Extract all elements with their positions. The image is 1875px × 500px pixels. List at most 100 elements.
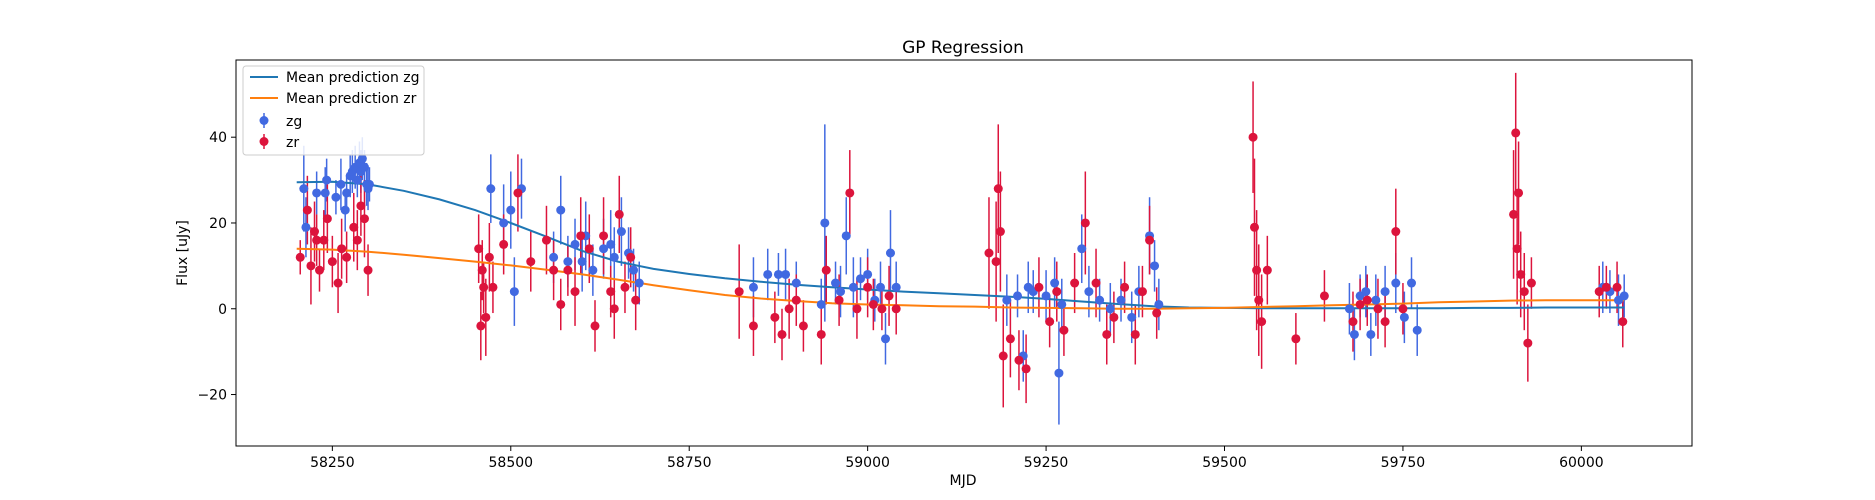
point-zr — [474, 244, 484, 254]
point-zr — [1130, 329, 1140, 339]
point-zg — [549, 252, 559, 262]
point-zr — [1514, 188, 1524, 198]
y-axis-ticks: −20 0 20 40 — [197, 130, 236, 404]
point-zg — [1407, 278, 1417, 288]
point-zr — [845, 188, 855, 198]
point-zg — [1013, 291, 1023, 301]
point-zr — [549, 265, 559, 275]
point-zr — [359, 214, 369, 224]
point-zr — [488, 282, 498, 292]
point-zr — [606, 287, 616, 297]
point-zg — [342, 188, 352, 198]
x-tick-label: 59000 — [845, 455, 890, 471]
point-zr — [481, 312, 491, 322]
point-zr — [1519, 287, 1529, 297]
x-tick-label: 59750 — [1381, 455, 1426, 471]
point-zr — [584, 244, 594, 254]
point-zg — [1344, 304, 1354, 314]
plot-frame — [235, 59, 1693, 447]
point-zr — [1618, 317, 1628, 327]
y-tick-label: 20 — [209, 216, 227, 232]
point-zg — [781, 269, 791, 279]
legend-marker-zr — [259, 137, 269, 146]
point-zr — [631, 295, 641, 305]
point-zg — [816, 299, 826, 309]
point-zr — [570, 287, 580, 297]
point-zr — [1252, 265, 1262, 275]
point-zr — [1523, 338, 1533, 348]
point-zg — [1371, 295, 1381, 305]
point-zr — [834, 295, 844, 305]
point-zr — [295, 252, 305, 262]
legend-label-line-zr: Mean prediction zr — [286, 91, 417, 107]
point-zg — [763, 269, 773, 279]
point-zr — [1052, 287, 1062, 297]
point-zr — [1152, 308, 1162, 318]
point-zg — [1361, 287, 1371, 297]
point-zr — [852, 304, 862, 314]
point-zr — [476, 321, 486, 331]
point-zg — [1127, 312, 1137, 322]
point-zg — [1150, 261, 1160, 271]
point-zr — [590, 321, 600, 331]
point-zr — [821, 265, 831, 275]
point-zg — [1366, 329, 1376, 339]
point-zr — [784, 304, 794, 314]
line-mean-prediction-zg — [296, 180, 1625, 310]
legend-label-points-zr: zr — [286, 135, 299, 151]
point-zg — [357, 154, 367, 164]
point-zg — [322, 175, 332, 185]
point-zr — [1248, 132, 1258, 142]
point-zr — [1249, 222, 1259, 232]
point-zr — [1262, 265, 1272, 275]
point-zg — [499, 218, 509, 228]
point-zg — [1619, 291, 1629, 301]
point-zg — [791, 278, 801, 288]
point-zg — [609, 252, 619, 262]
point-zr — [1391, 227, 1401, 237]
point-zr — [777, 329, 787, 339]
point-zr — [484, 252, 494, 262]
point-zr — [1594, 287, 1604, 297]
point-zg — [570, 239, 580, 249]
point-zg — [1054, 368, 1064, 378]
point-zg — [312, 188, 322, 198]
point-zr — [477, 265, 487, 275]
point-zr — [993, 184, 1003, 194]
point-zg — [486, 184, 496, 194]
point-zr — [1512, 244, 1522, 254]
point-zg — [1041, 291, 1051, 301]
point-zg — [1154, 299, 1164, 309]
x-tick-label: 59250 — [1024, 455, 1069, 471]
point-zg — [820, 218, 830, 228]
point-zr — [541, 235, 551, 245]
point-zr — [620, 282, 630, 292]
point-zr — [770, 312, 780, 322]
point-zr — [337, 244, 347, 254]
point-zg — [577, 257, 587, 267]
legend-label-line-zg: Mean prediction zg — [286, 70, 420, 86]
point-zg — [773, 269, 783, 279]
point-zr — [1516, 269, 1526, 279]
point-zg — [1050, 278, 1060, 288]
point-zg — [506, 205, 516, 215]
x-tick-label: 59500 — [1202, 455, 1247, 471]
point-zg — [1391, 278, 1401, 288]
point-zr — [995, 227, 1005, 237]
point-zg — [1077, 244, 1087, 254]
point-zr — [342, 252, 352, 262]
point-zr — [1091, 278, 1101, 288]
x-axis-label: MJD — [950, 473, 977, 489]
point-zr — [1601, 282, 1611, 292]
point-zr — [349, 222, 359, 232]
point-zr — [1319, 291, 1329, 301]
x-tick-label: 58750 — [667, 455, 712, 471]
point-zr — [863, 282, 873, 292]
point-zr — [1373, 304, 1383, 314]
point-zr — [984, 248, 994, 258]
point-zg — [359, 162, 369, 172]
point-zg — [556, 205, 566, 215]
point-zr — [526, 257, 536, 267]
point-zr — [1021, 364, 1031, 374]
point-zr — [816, 329, 826, 339]
